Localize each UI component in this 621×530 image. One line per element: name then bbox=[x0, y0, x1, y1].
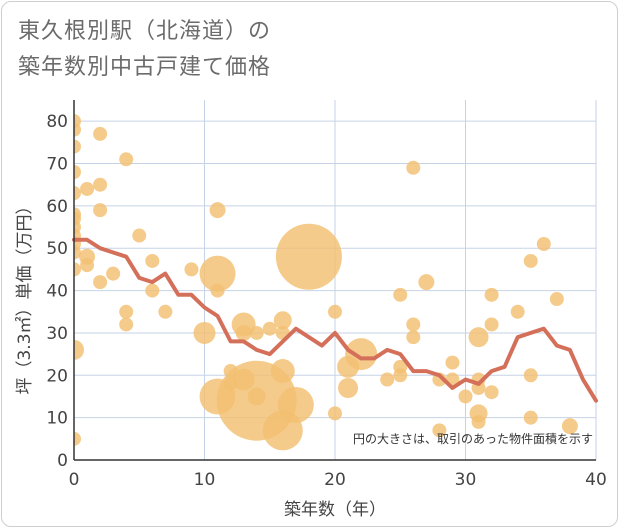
bubble-point-18 bbox=[93, 177, 108, 192]
size-note: 円の大きさは、取引のあった物件面積を示す bbox=[353, 431, 593, 446]
bubble-point-23 bbox=[119, 304, 134, 319]
average-price-line bbox=[72, 237, 598, 403]
x-tick-label-0: 0 bbox=[69, 470, 80, 490]
bubble-point-40 bbox=[249, 325, 264, 340]
y-axis-label: 坪（3.3㎡）単価（万円） bbox=[15, 197, 35, 394]
x-tick-label-10: 10 bbox=[194, 470, 216, 490]
chart-title: 東久根別駅（北海道）の 築年数別中古戸建て価格 bbox=[18, 14, 271, 86]
bubble-point-20 bbox=[93, 275, 108, 290]
bubble-point-72 bbox=[471, 414, 486, 429]
bubble-point-80 bbox=[536, 237, 551, 251]
bubble-point-2 bbox=[74, 139, 81, 154]
bubble-point-26 bbox=[145, 253, 160, 268]
trend-line-layer bbox=[72, 237, 598, 403]
chart-title-line2: 築年数別中古戸建て価格 bbox=[18, 55, 272, 80]
bubble-point-68 bbox=[468, 327, 489, 348]
bubble-point-64 bbox=[432, 423, 447, 438]
y-tick-label-70: 70 bbox=[46, 155, 68, 175]
bubble-point-58 bbox=[393, 368, 408, 383]
bubble-point-46 bbox=[270, 359, 295, 384]
bubble-point-59 bbox=[406, 160, 421, 175]
bubble-point-44 bbox=[273, 311, 292, 330]
x-tick-label-40: 40 bbox=[585, 470, 607, 490]
bubble-point-76 bbox=[510, 304, 525, 319]
bubble-point-33 bbox=[210, 283, 225, 298]
bubble-point-27 bbox=[145, 283, 160, 298]
bubble-point-60 bbox=[406, 317, 421, 332]
bubble-point-13 bbox=[74, 431, 81, 446]
bubble-point-50 bbox=[328, 304, 342, 319]
bubble-point-19 bbox=[93, 203, 108, 218]
bubble-point-65 bbox=[445, 355, 460, 370]
bubble-point-25 bbox=[132, 228, 147, 243]
bubble-point-74 bbox=[484, 317, 499, 332]
bubble-point-24 bbox=[119, 317, 134, 332]
y-tick-label-20: 20 bbox=[46, 366, 68, 386]
bubble-point-82 bbox=[561, 418, 578, 435]
bubble-point-30 bbox=[193, 321, 216, 344]
y-tick-label-50: 50 bbox=[46, 239, 68, 259]
x-tick-label-20: 20 bbox=[324, 470, 346, 490]
tick-labels: 0 10 20 30 40 0 10 20 30 40 50 60 70 80 bbox=[46, 112, 606, 490]
bubble-point-12 bbox=[74, 339, 84, 360]
bubble-point-16 bbox=[80, 258, 95, 273]
bubble-point-1 bbox=[74, 122, 81, 137]
bubble-point-62 bbox=[418, 274, 435, 291]
bubble-point-28 bbox=[158, 304, 173, 319]
bubble-point-55 bbox=[380, 372, 395, 387]
bubble-point-51 bbox=[328, 406, 342, 421]
bubble-point-73 bbox=[484, 287, 499, 302]
x-axis-label: 築年数（年） bbox=[284, 500, 386, 520]
bubble-point-56 bbox=[393, 287, 408, 302]
x-tick-label-30: 30 bbox=[455, 470, 477, 490]
bubble-point-54 bbox=[345, 338, 378, 371]
bubble-point-14 bbox=[80, 181, 95, 196]
bubble-point-79 bbox=[523, 410, 538, 425]
chart-title-line1: 東久根別駅（北海道）の bbox=[18, 19, 272, 44]
axis-layer bbox=[73, 100, 596, 461]
bubble-point-48 bbox=[277, 386, 314, 423]
bubble-point-78 bbox=[523, 368, 538, 383]
bubble-layer bbox=[74, 114, 578, 451]
bubble-point-21 bbox=[106, 266, 121, 281]
y-tick-label-40: 40 bbox=[46, 282, 68, 302]
y-tick-label-60: 60 bbox=[46, 197, 68, 217]
bubble-point-43 bbox=[262, 321, 277, 336]
bubble-point-17 bbox=[93, 126, 108, 141]
bubble-point-4 bbox=[74, 186, 81, 201]
bubble-point-31 bbox=[209, 202, 226, 219]
bubble-point-11 bbox=[74, 262, 81, 277]
bubble-point-61 bbox=[406, 330, 421, 345]
y-tick-label-30: 30 bbox=[46, 324, 68, 344]
bubble-point-29 bbox=[184, 262, 199, 277]
bubble-point-49 bbox=[275, 223, 342, 290]
bubble-point-32 bbox=[199, 255, 236, 292]
bubble-point-38 bbox=[235, 324, 252, 341]
bubble-point-22 bbox=[119, 152, 134, 167]
bubble-point-75 bbox=[484, 385, 499, 400]
bubble-point-67 bbox=[458, 389, 473, 404]
bubble-point-81 bbox=[549, 292, 564, 307]
y-tick-label-80: 80 bbox=[46, 112, 68, 132]
y-tick-label-0: 0 bbox=[57, 451, 68, 471]
bubble-point-77 bbox=[523, 253, 538, 268]
y-tick-label-10: 10 bbox=[46, 409, 68, 429]
bubble-point-3 bbox=[74, 165, 81, 179]
bubble-point-53 bbox=[338, 378, 359, 398]
